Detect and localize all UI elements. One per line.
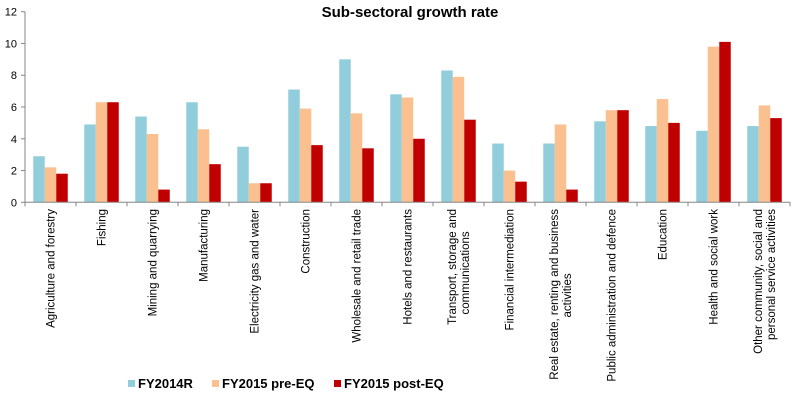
x-category-label: Health and social work	[709, 209, 721, 325]
legend-label: FY2015 pre-EQ	[222, 376, 315, 391]
x-category-label: Fishing	[97, 209, 109, 246]
x-category-label: Agriculture and forestry	[46, 209, 58, 328]
bar-fy2015-post-eq	[260, 183, 272, 203]
bar-fy2015-pre-eq	[95, 102, 108, 203]
bar-fy2015-post-eq	[209, 164, 221, 203]
x-category-label-line: Electricity gas and water	[250, 209, 262, 334]
y-tick-label: 0	[11, 197, 17, 209]
bar-fy2015-pre-eq	[707, 46, 720, 203]
bar-fy2014r	[543, 143, 555, 203]
bar-fy2015-post-eq	[362, 148, 374, 203]
legend-swatch	[128, 380, 135, 387]
chart-title: Sub-sectoral growth rate	[322, 4, 499, 21]
x-category-label-line: Agriculture and forestry	[46, 209, 58, 328]
x-category-label: Electricity gas and water	[250, 209, 262, 334]
bar-fy2015-post-eq	[719, 41, 731, 203]
bar-fy2015-post-eq	[158, 189, 170, 203]
x-category-label-line: activities	[562, 273, 574, 317]
bar-fy2014r	[492, 143, 504, 203]
bar-fy2015-pre-eq	[401, 97, 414, 203]
x-category-label: Manufacturing	[199, 209, 211, 282]
y-tick-label: 6	[11, 102, 17, 114]
bar-fy2015-pre-eq	[248, 183, 261, 203]
x-category-label-line: Fishing	[97, 209, 109, 246]
bar-fy2014r	[339, 59, 351, 203]
bar-fy2015-pre-eq	[299, 108, 312, 203]
bar-fy2015-post-eq	[56, 173, 68, 203]
bar-fy2014r	[594, 121, 606, 203]
y-tick-label: 10	[5, 38, 17, 50]
x-category-label: Real estate, renting and businessactivit…	[549, 209, 574, 380]
bar-fy2015-post-eq	[566, 189, 578, 203]
y-tick-label: 8	[11, 70, 17, 82]
bar-fy2015-post-eq	[311, 145, 323, 203]
bar-fy2015-pre-eq	[605, 110, 618, 203]
bar-fy2014r	[390, 94, 402, 203]
x-category-label: Other community, social andpersonal serv…	[753, 209, 778, 354]
x-category-label: Construction	[301, 209, 313, 274]
bar-fy2014r	[441, 70, 453, 203]
legend-label: FY2014R	[138, 376, 194, 391]
bar-fy2015-pre-eq	[503, 170, 516, 203]
bar-fy2015-post-eq	[464, 119, 476, 203]
bar-fy2015-pre-eq	[350, 113, 363, 203]
x-category-label-line: Manufacturing	[199, 209, 211, 282]
x-category-label: Mining and quarrying	[148, 209, 160, 316]
legend: FY2014R FY2015 pre-EQ FY2015 post-EQ	[128, 376, 444, 391]
y-tick-label: 4	[11, 134, 17, 146]
bar-fy2014r	[237, 146, 249, 203]
x-category-label-line: Financial intermediation	[505, 209, 517, 330]
bar-fy2014r	[645, 126, 657, 203]
bars	[33, 41, 782, 203]
bar-fy2014r	[696, 130, 708, 203]
x-category-label-line: Mining and quarrying	[148, 209, 160, 316]
bar-fy2015-pre-eq	[758, 105, 771, 203]
x-category-label-line: personal service activities	[766, 209, 778, 340]
bar-fy2014r	[747, 126, 759, 203]
bar-fy2015-post-eq	[770, 118, 782, 203]
x-category-label: Financial intermediation	[505, 209, 517, 330]
bar-fy2015-pre-eq	[452, 76, 465, 203]
bar-fy2015-post-eq	[413, 138, 425, 203]
y-tick-label: 2	[11, 166, 17, 178]
bar-fy2015-pre-eq	[197, 129, 210, 203]
bar-fy2015-post-eq	[617, 110, 629, 203]
x-category-label-line: communications	[460, 231, 472, 314]
bar-fy2014r	[186, 102, 198, 203]
x-category-label-line: Wholesale and retail trade	[352, 209, 364, 343]
bar-fy2014r	[135, 116, 147, 203]
bar-fy2014r	[288, 89, 300, 203]
x-category-label-line: Construction	[301, 209, 313, 274]
x-category-label: Transport, storage andcommunications	[447, 209, 472, 325]
x-category-label-line: Transport, storage and	[447, 209, 459, 325]
x-axis: Agriculture and forestry Fishing Mining an…	[24, 201, 791, 382]
y-tick-label: 12	[5, 7, 17, 19]
x-category-label: Education	[658, 209, 670, 260]
y-axis: 0 2 4 6 8 10 12	[5, 7, 26, 209]
legend-swatch	[334, 380, 341, 387]
x-category-label-line: Public administration and defence	[607, 209, 619, 382]
bar-fy2014r	[33, 156, 45, 203]
x-category-label-line: Other community, social and	[753, 209, 765, 354]
legend-swatch	[212, 380, 219, 387]
x-category-label: Public administration and defence	[607, 209, 619, 382]
bar-fy2014r	[84, 124, 96, 203]
bar-fy2015-post-eq	[668, 122, 680, 203]
bar-fy2015-post-eq	[107, 102, 119, 203]
bar-fy2015-pre-eq	[146, 134, 159, 203]
x-category-label-line: Education	[658, 209, 670, 260]
bar-fy2015-pre-eq	[44, 167, 57, 203]
x-category-label-line: Health and social work	[709, 209, 721, 325]
bar-fy2015-pre-eq	[656, 99, 669, 203]
x-category-label-line: Real estate, renting and business	[549, 209, 561, 380]
bar-fy2015-pre-eq	[554, 124, 567, 203]
x-category-label-line: Hotels and restaurants	[403, 209, 415, 325]
bar-fy2015-post-eq	[515, 181, 527, 203]
x-category-label: Wholesale and retail trade	[352, 209, 364, 343]
legend-label: FY2015 post-EQ	[344, 376, 444, 391]
x-category-label: Hotels and restaurants	[403, 209, 415, 325]
